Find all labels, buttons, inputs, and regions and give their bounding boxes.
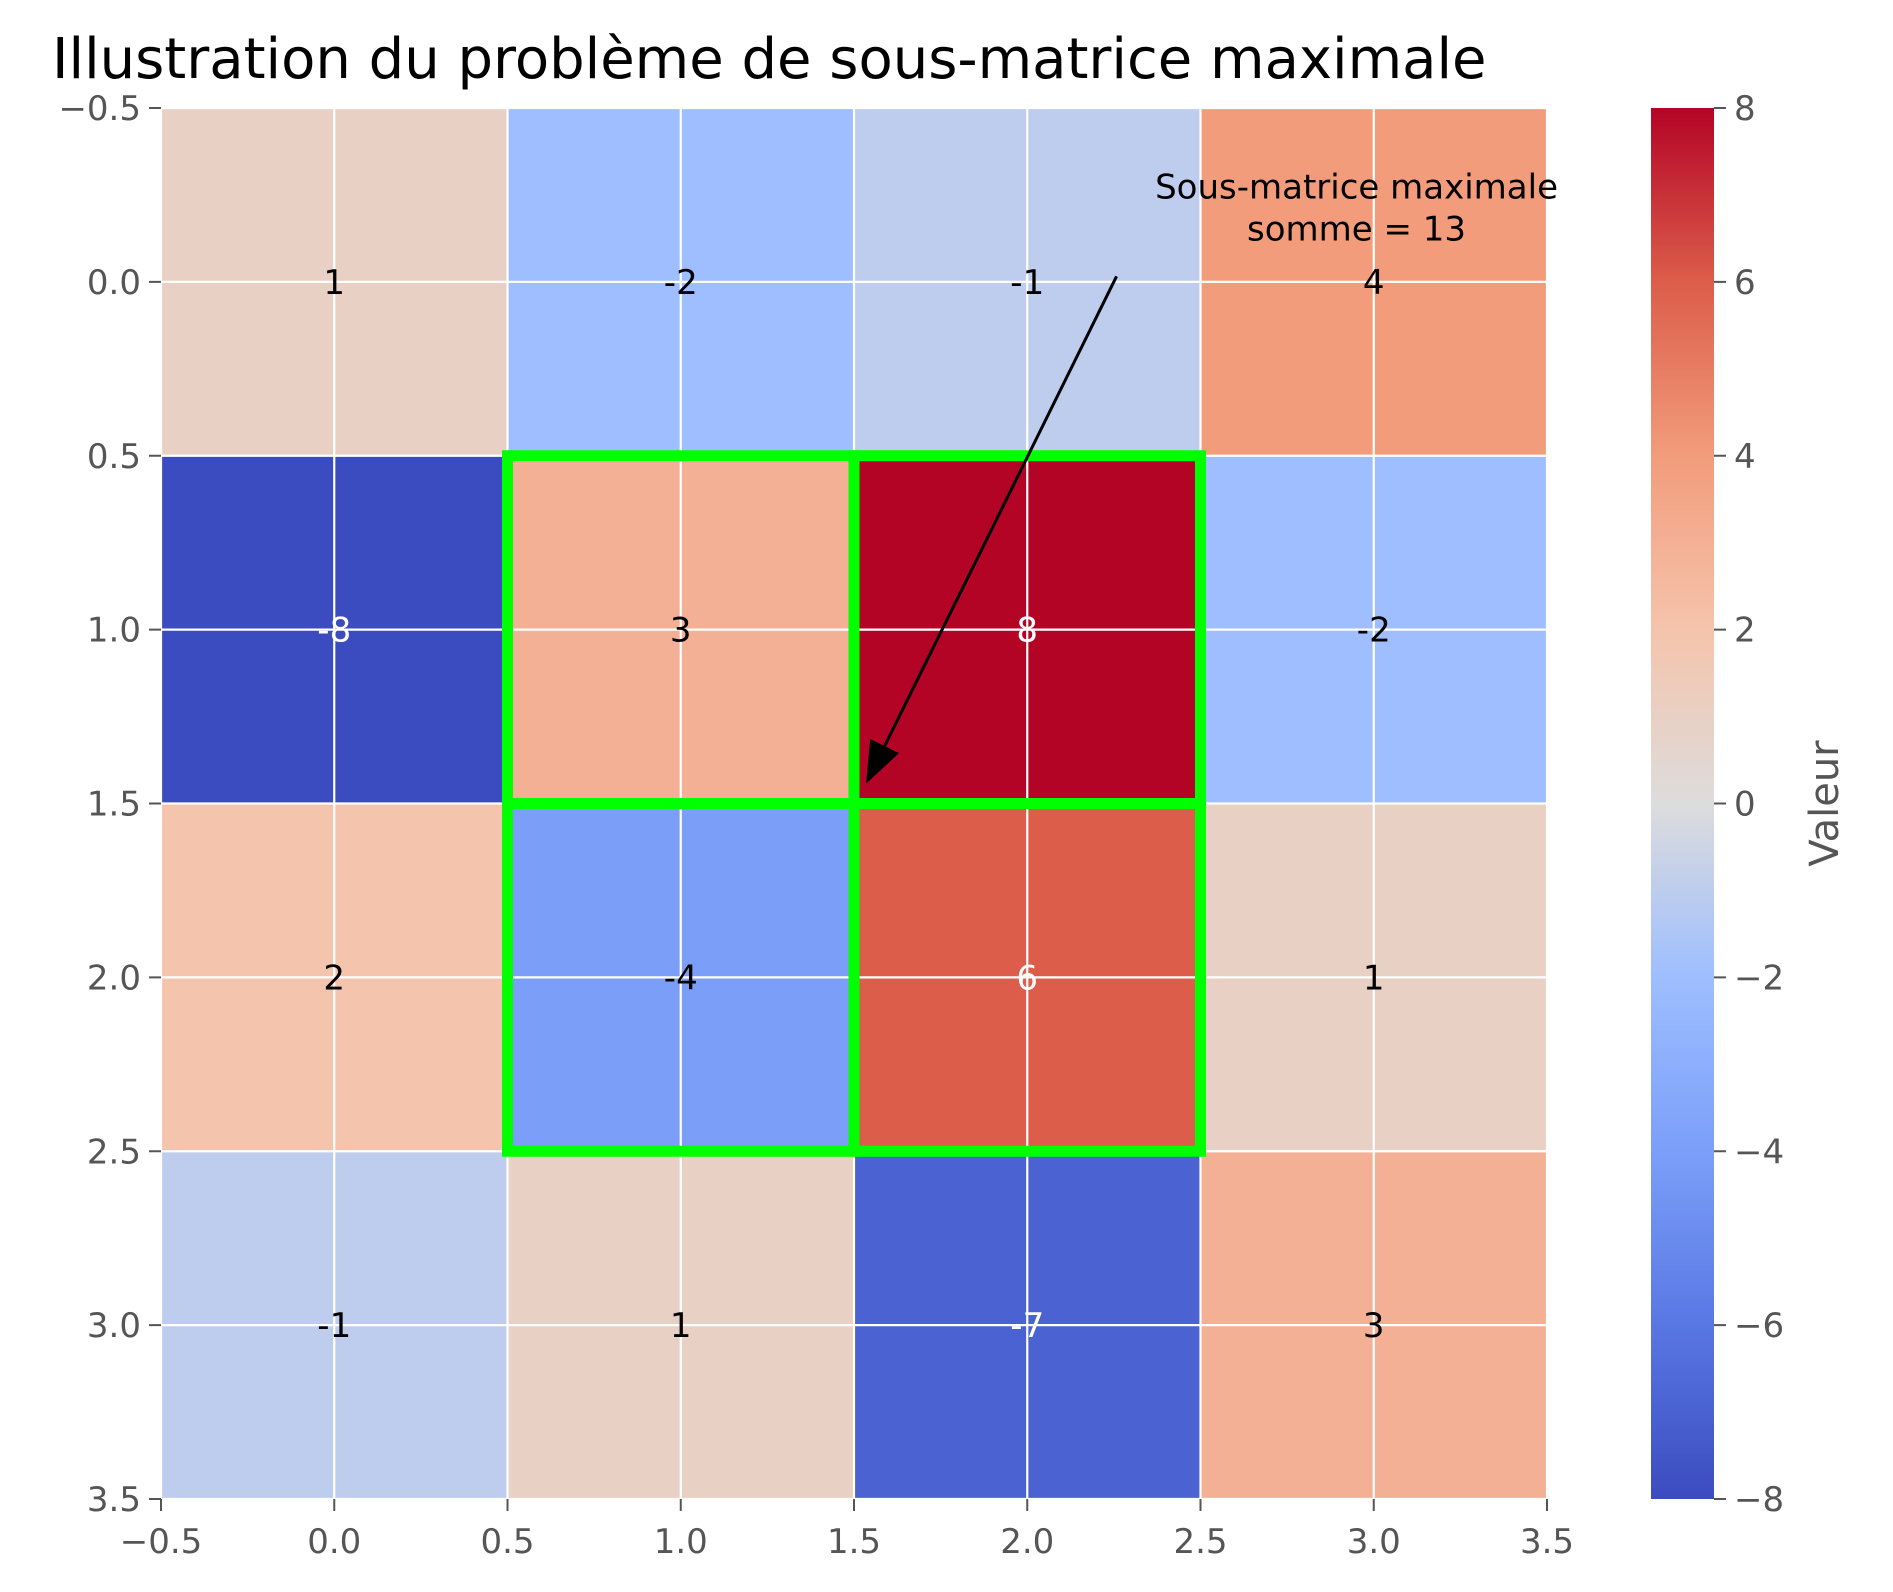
annotation-arrow-head bbox=[866, 738, 899, 784]
x-tick-label: 3.0 bbox=[1347, 1522, 1401, 1562]
colorbar-ticks: −8 −6 −4 −2 0 2 4 6 8 bbox=[1714, 89, 1784, 1520]
x-tick-label: 3.5 bbox=[1520, 1522, 1574, 1562]
cell-label: -1 bbox=[317, 1306, 351, 1346]
colorbar-tick-label: −8 bbox=[1734, 1480, 1784, 1520]
cell-label: 3 bbox=[1363, 1306, 1385, 1346]
colorbar-gradient bbox=[1651, 108, 1714, 1499]
cell-label: -7 bbox=[1010, 1306, 1044, 1346]
y-tick-label: 1.5 bbox=[87, 785, 141, 825]
cell-label: -1 bbox=[1010, 263, 1044, 303]
colorbar-label: Valeur bbox=[1802, 740, 1848, 867]
annotation-arrow-line bbox=[883, 275, 1118, 747]
cell-label: -4 bbox=[664, 958, 698, 998]
y-tick-label: 0.5 bbox=[87, 437, 141, 477]
cell-label: 4 bbox=[1363, 263, 1385, 303]
colorbar-tick-label: 6 bbox=[1734, 263, 1756, 303]
cell-label: -8 bbox=[317, 611, 351, 651]
y-tick-label: 0.0 bbox=[87, 263, 141, 303]
annotation-line-2: somme = 13 bbox=[1247, 209, 1466, 249]
chart-title: Illustration du problème de sous-matrice… bbox=[52, 27, 1486, 92]
colorbar: −8 −6 −4 −2 0 2 4 6 8 Valeur bbox=[1651, 89, 1848, 1520]
colorbar-tick-label: 8 bbox=[1734, 89, 1756, 129]
x-tick-label: 0.0 bbox=[307, 1522, 361, 1562]
x-tick-label: 0.5 bbox=[480, 1522, 534, 1562]
colorbar-tick-label: −2 bbox=[1734, 958, 1784, 998]
y-tick-label: 2.0 bbox=[87, 958, 141, 998]
annotation: Sous-matrice maximale somme = 13 bbox=[866, 167, 1558, 784]
colorbar-tick-label: 2 bbox=[1734, 611, 1756, 651]
colorbar-tick-label: −6 bbox=[1734, 1306, 1784, 1346]
y-tick-label: 2.5 bbox=[87, 1132, 141, 1172]
cell-labels: 1 -2 -1 4 -8 3 8 -2 2 -4 6 1 -1 1 -7 3 bbox=[317, 263, 1390, 1346]
annotation-line-1: Sous-matrice maximale bbox=[1155, 167, 1558, 207]
x-tick-label: −0.5 bbox=[120, 1522, 203, 1562]
x-tick-label: 2.5 bbox=[1173, 1522, 1227, 1562]
cell-label: 1 bbox=[323, 263, 345, 303]
cell-label: 1 bbox=[670, 1306, 692, 1346]
y-tick-label: −0.5 bbox=[58, 89, 141, 129]
colorbar-tick-label: 0 bbox=[1734, 785, 1756, 825]
x-tick-label: 2.0 bbox=[1000, 1522, 1054, 1562]
x-tick-label: 1.0 bbox=[654, 1522, 708, 1562]
x-tick-label: 1.5 bbox=[827, 1522, 881, 1562]
y-tick-label: 3.0 bbox=[87, 1306, 141, 1346]
colorbar-tick-label: −4 bbox=[1734, 1132, 1784, 1172]
y-tick-label: 3.5 bbox=[87, 1480, 141, 1520]
cell-label: 3 bbox=[670, 611, 692, 651]
colorbar-tick-label: 4 bbox=[1734, 437, 1756, 477]
cell-label: 2 bbox=[323, 958, 345, 998]
highlight-box bbox=[848, 798, 1206, 1157]
cell-label: 6 bbox=[1016, 958, 1038, 998]
y-tick-label: 1.0 bbox=[87, 611, 141, 651]
cell-label: 8 bbox=[1016, 611, 1038, 651]
cell-label: -2 bbox=[664, 263, 698, 303]
cell-label: 1 bbox=[1363, 958, 1385, 998]
axes: −0.5 0.0 0.5 1.0 1.5 2.0 2.5 3.0 3.5−0.50.00.51.… bbox=[58, 89, 1574, 1562]
cell-label: -2 bbox=[1357, 611, 1391, 651]
